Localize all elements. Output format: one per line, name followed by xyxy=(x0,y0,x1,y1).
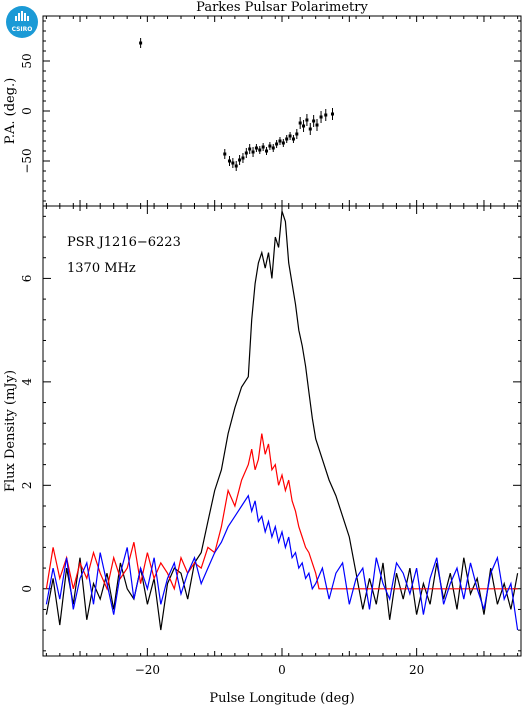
pa-marker xyxy=(281,141,285,145)
csiro-logo-bar xyxy=(21,11,23,21)
pa-point xyxy=(223,149,227,159)
chart-title: Parkes Pulsar Polarimetry xyxy=(196,0,368,15)
pa-marker xyxy=(302,124,306,128)
pa-point xyxy=(251,147,255,157)
pa-marker xyxy=(244,151,248,155)
profile-lines xyxy=(45,211,519,631)
pa-point xyxy=(281,139,285,147)
pa-marker xyxy=(258,148,262,152)
pa-point xyxy=(312,115,316,127)
pa-marker xyxy=(254,146,258,150)
pa-points xyxy=(139,38,334,171)
pa-point xyxy=(319,111,323,123)
pa-marker xyxy=(251,150,255,154)
pa-ticks: −50 0 50 xyxy=(20,16,521,206)
pa-marker xyxy=(324,113,328,117)
pa-marker xyxy=(288,134,292,138)
pa-point xyxy=(265,147,269,155)
pa-marker xyxy=(275,142,279,146)
pa-ylabel: P.A. (deg.) xyxy=(3,78,18,145)
pa-marker xyxy=(319,115,323,119)
profile-xtick-label: 0 xyxy=(278,663,286,677)
pa-point xyxy=(258,146,262,154)
pa-point xyxy=(268,142,272,150)
pa-marker xyxy=(285,137,289,141)
profile-ticks: −20 0 20 0 2 4 6 xyxy=(20,206,521,677)
pa-marker xyxy=(268,144,272,148)
pa-panel-frame xyxy=(42,15,522,207)
pa-marker xyxy=(305,118,309,122)
csiro-logo-bars-icon xyxy=(15,11,29,21)
pa-marker xyxy=(330,112,334,116)
pa-ytick-label: 0 xyxy=(20,107,34,115)
pa-point xyxy=(231,158,235,168)
csiro-logo-circle xyxy=(6,6,38,38)
pa-marker xyxy=(248,147,252,151)
csiro-logo: CSIRO xyxy=(6,6,38,38)
profile-panel: −20 0 20 0 2 4 6 PSR J1216−6223 1370 MHz Flux … xyxy=(3,205,522,706)
pa-point xyxy=(288,132,292,140)
pa-point xyxy=(291,135,295,143)
pa-marker xyxy=(227,159,231,163)
pa-point xyxy=(278,137,282,145)
profile-ytick-label: 6 xyxy=(20,275,34,283)
profile-xtick-label: 20 xyxy=(409,663,424,677)
pa-marker xyxy=(315,123,319,127)
pa-point xyxy=(315,119,319,131)
csiro-logo-bar xyxy=(27,16,29,21)
csiro-logo-bar xyxy=(18,13,20,21)
pa-point xyxy=(275,140,279,148)
pa-marker xyxy=(231,161,235,165)
pa-marker xyxy=(295,132,299,136)
csiro-logo-text: CSIRO xyxy=(12,26,33,33)
pa-point xyxy=(241,153,245,163)
profile-ylabel: Flux Density (mJy) xyxy=(3,370,18,492)
pa-point xyxy=(295,129,299,139)
pa-point xyxy=(244,148,248,158)
pa-point xyxy=(261,143,265,151)
pa-marker xyxy=(271,146,275,150)
pa-point xyxy=(139,38,143,48)
pa-point xyxy=(298,117,302,129)
pa-point xyxy=(330,108,334,120)
pa-marker xyxy=(261,145,265,149)
profile-xlabel: Pulse Longitude (deg) xyxy=(209,691,354,706)
pa-marker xyxy=(291,137,295,141)
frequency-annotation: 1370 MHz xyxy=(67,261,136,276)
pa-marker xyxy=(298,121,302,125)
profile-xtick-label: −20 xyxy=(135,663,160,677)
linear-polarization-line xyxy=(45,433,518,591)
circular-polarization-line xyxy=(45,494,519,631)
pa-ytick-label: 50 xyxy=(20,53,34,68)
pa-point xyxy=(227,156,231,166)
psr-name-annotation: PSR J1216−6223 xyxy=(67,235,181,250)
pa-marker xyxy=(312,119,316,123)
pa-marker xyxy=(223,152,227,156)
pa-point xyxy=(324,109,328,121)
pa-point xyxy=(308,123,312,135)
profile-ytick-label: 4 xyxy=(20,378,34,386)
pa-marker xyxy=(278,139,282,143)
pa-point xyxy=(254,144,258,152)
pa-panel: −50 0 50 P.A. (deg.) xyxy=(3,15,522,207)
pa-point xyxy=(238,155,242,165)
profile-ytick-label: 0 xyxy=(20,585,34,593)
pa-point xyxy=(285,135,289,143)
pa-point xyxy=(305,114,309,126)
pa-marker xyxy=(265,149,269,153)
pa-marker xyxy=(238,158,242,162)
pa-point xyxy=(271,144,275,152)
pa-point xyxy=(248,144,252,154)
pa-marker xyxy=(139,41,143,45)
profile-ytick-label: 2 xyxy=(20,481,34,489)
pa-ytick-label: −50 xyxy=(20,148,34,173)
csiro-logo-bar xyxy=(15,16,17,21)
pa-marker xyxy=(308,127,312,131)
pa-marker xyxy=(241,156,245,160)
pa-point xyxy=(302,120,306,132)
csiro-logo-bar xyxy=(24,13,26,21)
pa-point xyxy=(234,161,238,171)
pa-marker xyxy=(234,164,238,168)
